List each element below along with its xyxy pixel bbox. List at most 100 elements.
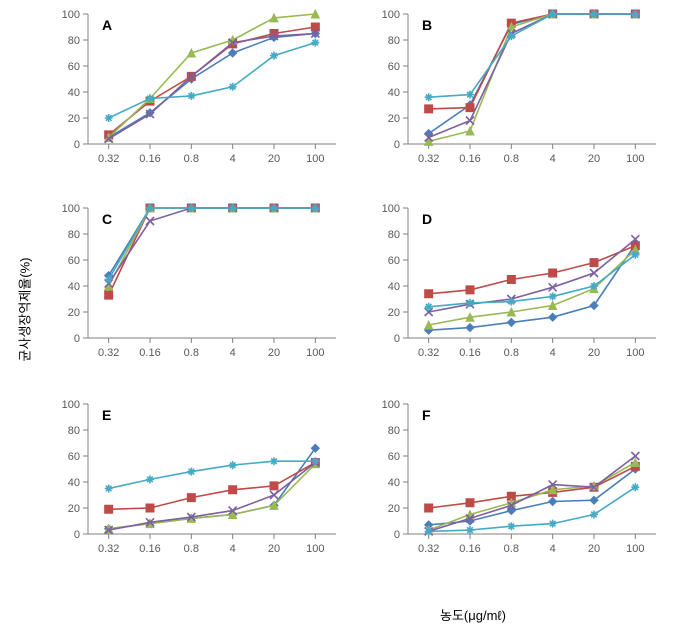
series-marker: [549, 269, 557, 277]
x-tick-label: 0.16: [139, 347, 160, 359]
series-line: [109, 34, 316, 139]
series-line: [109, 208, 316, 286]
series-marker: [507, 276, 515, 284]
x-tick-label: 4: [230, 347, 236, 359]
y-tick-label: 80: [388, 229, 400, 241]
x-tick-label: 100: [626, 153, 644, 165]
panel-F: 0204060801000.320.160.8420100F: [372, 396, 662, 564]
y-tick-label: 80: [68, 229, 80, 241]
y-tick-label: 20: [388, 503, 400, 515]
series-marker: [270, 457, 278, 465]
chart-A: 0204060801000.320.160.8420100A: [52, 6, 342, 174]
y-tick-label: 80: [68, 425, 80, 437]
series-marker: [549, 498, 557, 506]
y-tick-label: 20: [388, 307, 400, 319]
series-marker: [631, 483, 639, 491]
series-marker: [507, 298, 515, 306]
series-marker: [425, 290, 433, 298]
series-marker: [187, 92, 195, 100]
y-tick-label: 0: [74, 139, 80, 151]
x-tick-label: 20: [268, 543, 280, 555]
series-marker: [270, 204, 278, 212]
chart-C: 0204060801000.320.160.8420100C: [52, 200, 342, 368]
series-marker: [146, 217, 154, 225]
x-axis-label: 농도(μg/mℓ): [440, 605, 506, 624]
y-tick-label: 0: [74, 333, 80, 345]
panel-E: 0204060801000.320.160.8420100E: [52, 396, 342, 564]
series-marker: [105, 291, 113, 299]
x-tick-label: 0.32: [418, 153, 439, 165]
panel-label: A: [102, 17, 112, 33]
panel-label: C: [102, 211, 112, 227]
y-axis-label: 균사생장억제율(%): [14, 258, 33, 362]
series-line: [109, 464, 316, 529]
y-tick-label: 60: [68, 451, 80, 463]
series-marker: [187, 494, 195, 502]
series-marker: [549, 313, 557, 321]
y-tick-label: 40: [388, 477, 400, 489]
series-marker: [466, 299, 474, 307]
y-tick-label: 60: [68, 255, 80, 267]
x-tick-label: 4: [550, 543, 556, 555]
y-tick-label: 100: [62, 203, 80, 215]
y-tick-label: 80: [388, 425, 400, 437]
x-tick-label: 20: [588, 347, 600, 359]
y-tick-label: 0: [74, 529, 80, 541]
y-tick-label: 60: [388, 255, 400, 267]
panel-label: F: [422, 407, 431, 423]
series-line: [429, 14, 636, 138]
series-marker: [425, 93, 433, 101]
series-line: [109, 208, 316, 295]
series-line: [109, 208, 316, 276]
series-marker: [425, 105, 433, 113]
y-tick-label: 20: [68, 307, 80, 319]
x-tick-label: 4: [230, 153, 236, 165]
chart-B: 0204060801000.320.160.8420100B: [372, 6, 662, 174]
x-tick-label: 100: [626, 347, 644, 359]
x-tick-label: 100: [306, 153, 324, 165]
series-marker: [590, 269, 598, 277]
series-marker: [229, 461, 237, 469]
x-tick-label: 0.16: [459, 153, 480, 165]
series-marker: [590, 259, 598, 267]
series-line: [109, 461, 316, 488]
y-tick-label: 80: [388, 35, 400, 47]
panel-label: B: [422, 17, 432, 33]
x-tick-label: 0.8: [184, 153, 199, 165]
series-marker: [229, 486, 237, 494]
y-tick-label: 40: [68, 87, 80, 99]
series-marker: [549, 292, 557, 300]
series-marker: [270, 52, 278, 60]
y-tick-label: 20: [68, 113, 80, 125]
y-tick-label: 40: [68, 477, 80, 489]
series-line: [429, 244, 636, 330]
series-line: [109, 43, 316, 118]
chart-D: 0204060801000.320.160.8420100D: [372, 200, 662, 368]
x-tick-label: 0.32: [98, 347, 119, 359]
y-tick-label: 0: [394, 333, 400, 345]
x-tick-label: 4: [550, 347, 556, 359]
x-tick-label: 0.16: [459, 347, 480, 359]
series-marker: [466, 91, 474, 99]
y-tick-label: 80: [68, 35, 80, 47]
series-line: [429, 463, 636, 531]
series-line: [109, 463, 316, 531]
series-marker: [466, 526, 474, 534]
x-tick-label: 0.16: [139, 543, 160, 555]
panel-D: 0204060801000.320.160.8420100D: [372, 200, 662, 368]
y-tick-label: 0: [394, 139, 400, 151]
x-tick-label: 0.32: [418, 347, 439, 359]
y-tick-label: 60: [68, 61, 80, 73]
x-tick-label: 4: [230, 543, 236, 555]
x-tick-label: 0.8: [184, 543, 199, 555]
series-line: [429, 246, 636, 294]
chart-F: 0204060801000.320.160.8420100F: [372, 396, 662, 564]
series-marker: [146, 475, 154, 483]
series-marker: [590, 282, 598, 290]
series-marker: [466, 104, 474, 112]
y-tick-label: 0: [394, 529, 400, 541]
series-line: [429, 250, 636, 325]
series-marker: [466, 286, 474, 294]
x-tick-label: 100: [306, 543, 324, 555]
panel-label: D: [422, 211, 432, 227]
